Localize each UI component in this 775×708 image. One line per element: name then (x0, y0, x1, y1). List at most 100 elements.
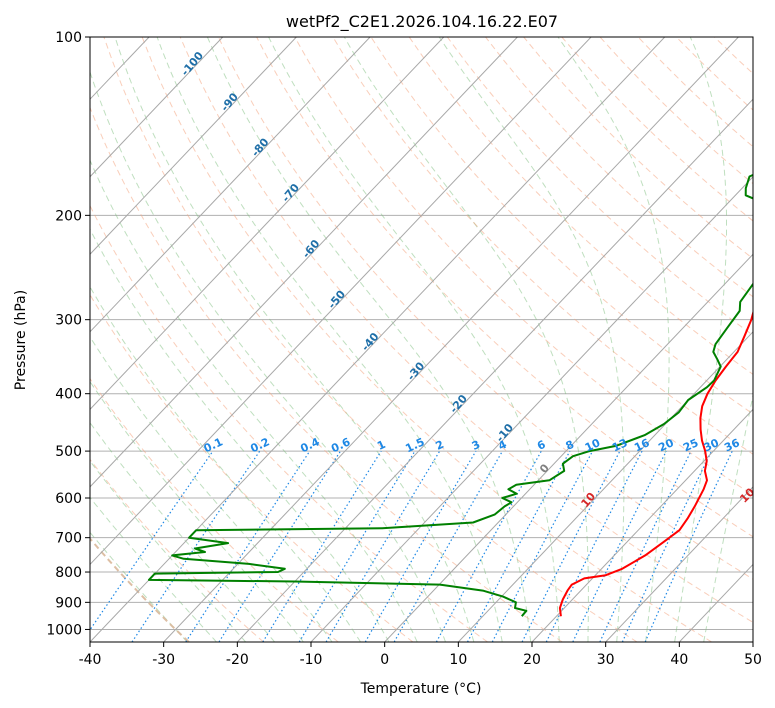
isotherm-line (752, 641, 753, 642)
x-tick-label: 20 (523, 652, 541, 668)
y-axis-label: Pressure (hPa) (13, 290, 29, 390)
mixing-ratio-label: 0.2 (248, 435, 271, 455)
dry-adiabat-line (294, 37, 753, 496)
dry-adiabat-line (179, 37, 753, 623)
isotherm-line (236, 98, 753, 642)
x-tick-label: -20 (226, 652, 249, 668)
mixing-ratio-label: 16 (632, 436, 652, 454)
temperature-profile-line (558, 309, 753, 617)
isotherm-line (0, 37, 2, 642)
moist-adiabat-line (114, 37, 475, 642)
skewed-isotherms (0, 37, 753, 642)
dry-adiabat-label: -80 (249, 136, 272, 160)
x-axis-ticks: -40 -30 -20 -10 0 10 20 30 40 50 (79, 642, 762, 668)
dry-adiabat-line (599, 37, 753, 185)
moist-adiabat-line (90, 228, 390, 642)
series-layer (147, 173, 753, 617)
dry-adiabat-label: -70 (279, 181, 302, 205)
dry-adiabat-line (90, 106, 563, 642)
moist-adiabat-line (90, 496, 217, 642)
x-tick-label: 30 (597, 652, 615, 668)
moist-adiabat-label: 30 (754, 553, 774, 573)
isotherm-line (531, 408, 753, 642)
mixing-ratio-label: 0.6 (329, 435, 352, 455)
dry-adiabat-line (485, 37, 753, 298)
moist-adiabat-line (90, 380, 304, 642)
moist-adiabat-line (90, 70, 446, 642)
y-tick-label: 500 (55, 444, 82, 460)
dry-adiabat-label: -20 (447, 392, 470, 416)
dry-adiabat-line (90, 537, 190, 642)
y-tick-label: 600 (55, 491, 82, 507)
isotherm-line (90, 37, 592, 566)
dry-adiabat-line (217, 37, 753, 580)
mixing-ratio-line (545, 450, 643, 642)
moist-adiabat-line (438, 37, 625, 642)
moist-adiabat-line (343, 37, 589, 642)
mixing-ratio-line (90, 450, 214, 631)
dry-adiabat-line (637, 37, 753, 148)
isotherm-line (90, 37, 224, 178)
mixing-ratio-label: 1.5 (403, 435, 426, 455)
isotherm-line (90, 37, 371, 333)
dry-adiabat-line (446, 37, 753, 336)
moist-adiabat-line (90, 335, 333, 642)
dry-adiabat-line (141, 37, 712, 642)
dry-adiabat-line (90, 377, 339, 642)
plot-area: 0.1 0.2 0.4 0.6 1 1.5 2 3 4 6 8 10 13 16 20 25 30 36-100-… (0, 37, 774, 642)
y-tick-label: 900 (55, 595, 82, 611)
isotherm-line (310, 176, 753, 642)
mixing-ratio-label: 30 (702, 436, 722, 454)
moist-adiabat-line (703, 393, 753, 642)
dry-adiabat-label: 10 (578, 490, 598, 510)
dry-adiabat-line (103, 37, 638, 642)
mixing-ratio-line (435, 450, 542, 642)
dry-adiabat-label: -40 (359, 330, 382, 354)
isotherm-line (605, 486, 753, 642)
moist-adiabat-label: 10 (737, 485, 757, 505)
x-tick-label: -10 (300, 652, 323, 668)
dry-adiabat-line (90, 458, 264, 642)
isotherm-line (678, 563, 753, 642)
dry-adiabat-line (752, 37, 753, 39)
moist-adiabat-line (156, 37, 503, 642)
mixing-ratio-lines (90, 450, 733, 642)
dry-adiabat-line (90, 204, 488, 642)
mixing-ratio-line (466, 450, 571, 642)
chart-title: wetPf2_C2E1.2026.104.16.22.E07 (286, 12, 558, 32)
x-tick-label: 50 (744, 652, 762, 668)
mixing-ratio-line (572, 450, 667, 642)
moist-adiabats (90, 37, 753, 642)
mixing-ratio-label: 10 (583, 436, 603, 454)
x-tick-label: 10 (449, 652, 467, 668)
mixing-ratio-line (393, 450, 504, 642)
mixing-ratio-line (298, 450, 416, 642)
mixing-ratio-label: 3 (470, 438, 482, 453)
dry-adiabat-label: -60 (300, 237, 323, 261)
mixing-ratio-label: 0.1 (202, 435, 225, 455)
y-tick-label: 200 (55, 208, 82, 224)
moist-adiabat-line (90, 460, 247, 642)
y-tick-label: 1000 (46, 622, 82, 638)
isotherm-line (90, 37, 666, 642)
dry-adiabat-line (714, 37, 753, 75)
moist-adiabat-line (90, 421, 275, 642)
dry-adiabats (90, 37, 753, 642)
mixing-ratio-label: 36 (722, 436, 742, 454)
isotherm-line (90, 37, 297, 256)
dry-adiabat-label: -100 (178, 49, 206, 79)
dewpoint-profile-line (147, 173, 753, 617)
isotherm-line (90, 37, 445, 411)
mixing-ratio-label: 6 (535, 438, 548, 453)
isotherm-line (90, 37, 518, 488)
y-axis-ticks: 1000 900 800 700 600 500 400 300 200 100 (46, 30, 90, 638)
y-tick-label: 300 (55, 313, 82, 329)
isotherm-line (457, 331, 753, 642)
dry-adiabat-label: -50 (325, 288, 348, 312)
moist-adiabat-line (90, 285, 362, 642)
mixing-ratio-line (325, 450, 441, 642)
mixing-ratio-line (364, 450, 477, 642)
dry-adiabat-line (370, 37, 753, 415)
moist-adiabat-line (206, 37, 532, 642)
